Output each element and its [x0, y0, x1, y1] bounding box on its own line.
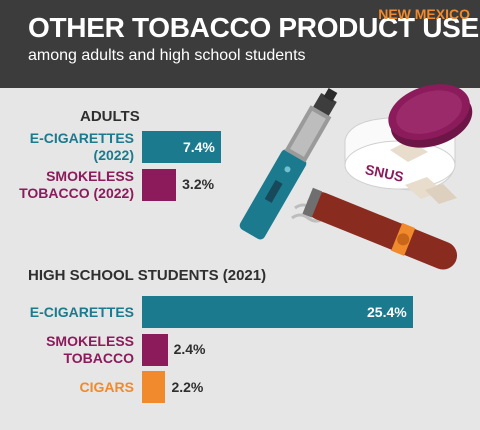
category-label: E-CIGARETTES (2022) [29, 130, 134, 163]
subtitle: among adults and high school students [28, 47, 306, 64]
region: NEW MEXICO [378, 6, 470, 22]
category-label: SMOKELESS TOBACCO (2022) [19, 167, 134, 201]
header-band [0, 0, 480, 88]
bar [142, 333, 168, 366]
bar [142, 296, 414, 328]
value-label: 3.2% [182, 176, 215, 192]
title: OTHER TOBACCO PRODUCT USE [28, 12, 479, 43]
vape-pen [239, 88, 338, 240]
category-label: E-CIGARETTES [29, 303, 134, 320]
category-label: SMOKELESS TOBACCO [46, 332, 134, 366]
cigar [302, 187, 458, 270]
category-label: CIGARS [79, 378, 134, 395]
bar [142, 168, 177, 201]
bar [142, 371, 166, 403]
group-title: ADULTS [80, 108, 140, 125]
value-label: 2.2% [171, 378, 204, 395]
group-title: HIGH SCHOOL STUDENTS (2021) [28, 267, 267, 284]
bar [142, 131, 221, 163]
can-label: SNUS [364, 161, 405, 185]
value-label: 2.4% [173, 341, 206, 357]
value-label: 25.4% [367, 303, 407, 320]
snus-can: SNUS [344, 84, 473, 204]
value-label: 7.4% [182, 138, 215, 155]
